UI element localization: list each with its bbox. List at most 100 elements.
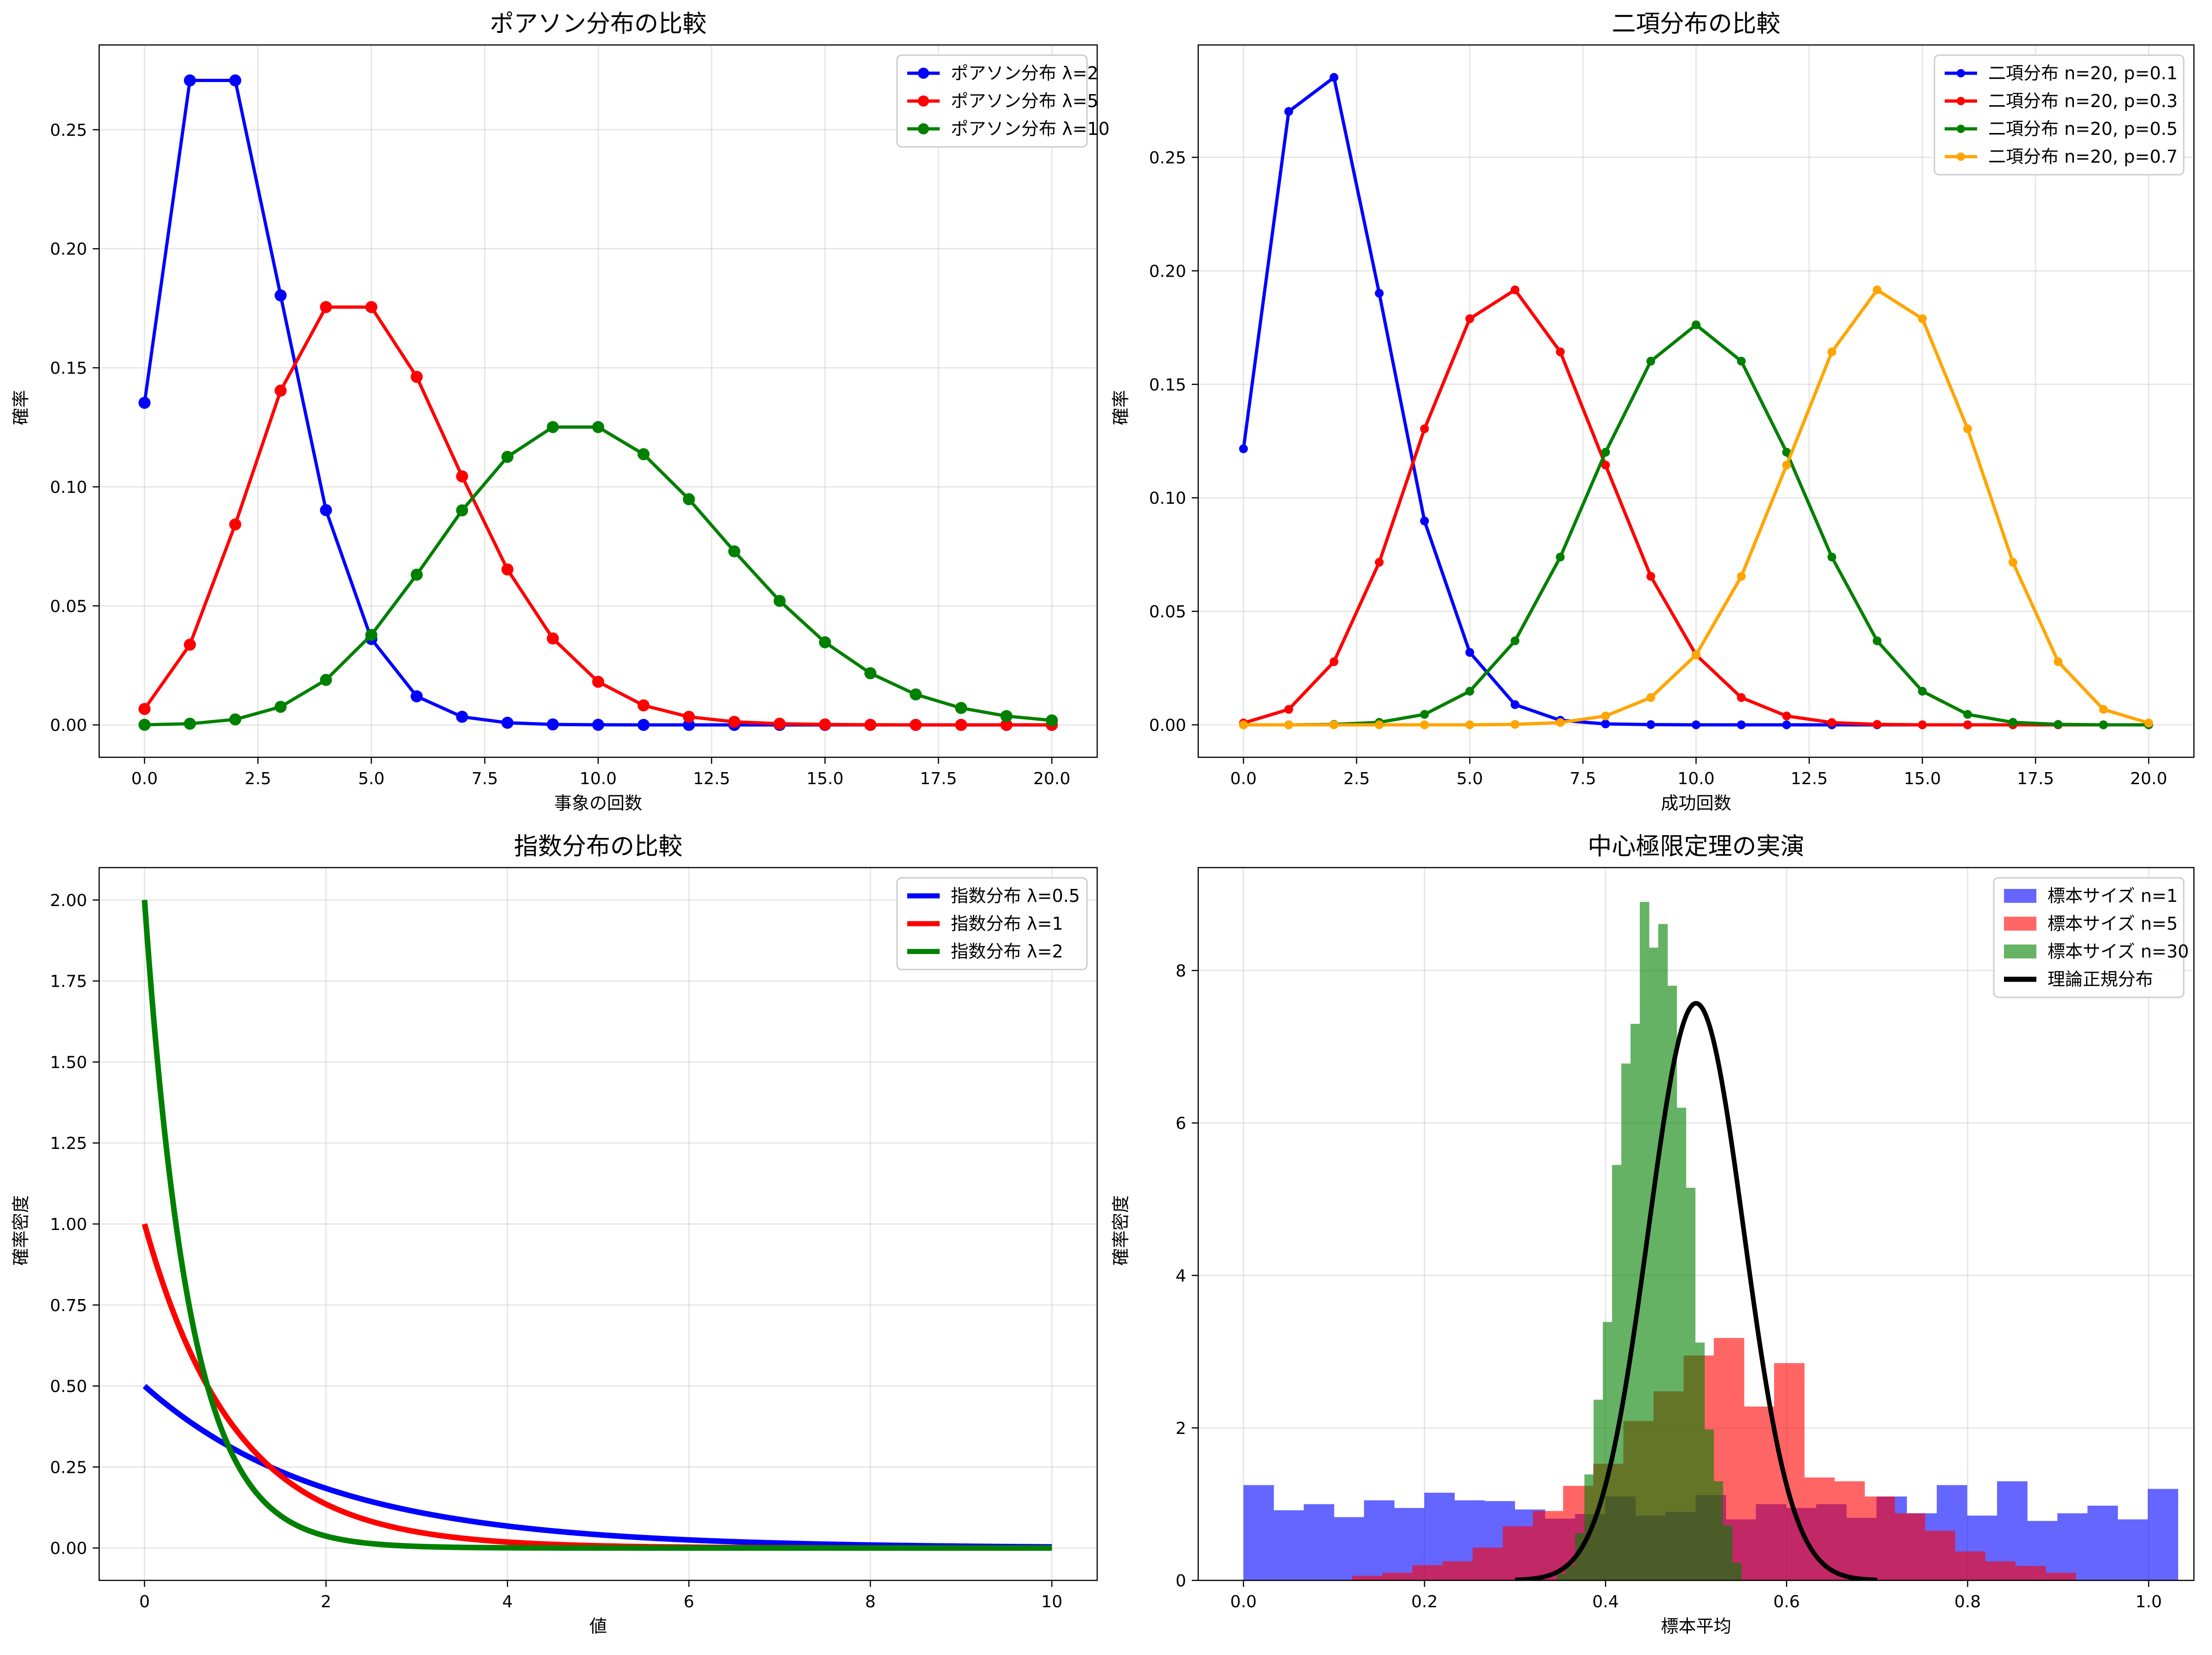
data-point — [1239, 444, 1248, 453]
data-point — [1646, 572, 1656, 581]
y-axis-label: 確率 — [11, 390, 31, 425]
y-tick-label: 0.10 — [1149, 489, 1186, 508]
histogram-bar — [1412, 1565, 1443, 1580]
y-tick-label: 0 — [1176, 1572, 1186, 1591]
data-point — [864, 718, 877, 731]
data-point — [1420, 720, 1429, 729]
data-point — [1601, 719, 1610, 729]
x-tick-label: 7.5 — [1570, 769, 1596, 788]
x-tick-label: 0.4 — [1593, 1592, 1619, 1611]
data-point — [501, 717, 514, 729]
data-point — [547, 421, 559, 433]
x-tick-label: 5.0 — [1456, 769, 1483, 788]
data-point — [274, 384, 287, 397]
data-point — [183, 74, 196, 87]
data-point — [411, 371, 423, 383]
legend-entry-label: 標本サイズ n=1 — [2048, 886, 2178, 906]
y-axis-label: 確率密度 — [11, 1195, 31, 1266]
data-point — [1465, 720, 1474, 729]
x-tick-label: 2.5 — [245, 769, 271, 788]
data-point — [1737, 693, 1746, 702]
data-point — [138, 718, 151, 731]
histogram-bar — [1639, 902, 1650, 1580]
data-point — [411, 568, 423, 581]
data-point — [728, 545, 740, 558]
y-tick-label: 0.50 — [50, 1377, 87, 1396]
x-tick-label: 12.5 — [1791, 769, 1828, 788]
x-tick-label: 6 — [683, 1592, 694, 1611]
histogram-bar — [1864, 1496, 1895, 1580]
histogram-bar — [1895, 1513, 1925, 1580]
y-tick-label: 0.15 — [1149, 375, 1186, 394]
y-tick-label: 2.00 — [50, 891, 87, 910]
data-point — [955, 702, 967, 714]
x-tick-label: 5.0 — [358, 769, 385, 788]
data-point — [1963, 720, 1972, 729]
data-point — [1692, 650, 1700, 659]
data-point — [1918, 686, 1927, 696]
histogram-bar — [1774, 1363, 1805, 1580]
data-point — [1465, 648, 1474, 657]
data-point — [1329, 657, 1339, 666]
legend-entry-label: 標本サイズ n=30 — [2048, 941, 2189, 962]
data-point — [683, 493, 695, 506]
x-axis-label: 標本平均 — [1661, 1616, 1731, 1636]
data-point — [1918, 314, 1927, 323]
histogram-bar — [1686, 1187, 1696, 1580]
data-point — [274, 289, 287, 302]
x-axis-label: 値 — [589, 1616, 607, 1636]
chart-title: 指数分布の比較 — [514, 833, 683, 861]
data-point — [501, 563, 514, 576]
x-tick-label: 0.0 — [1230, 769, 1257, 788]
legend-entry-label: 理論正規分布 — [2048, 969, 2153, 989]
plot-area — [138, 74, 1058, 731]
y-tick-label: 8 — [1176, 962, 1186, 981]
legend-entry-label: 指数分布 λ=0.5 — [951, 886, 1080, 906]
y-tick-label: 0.00 — [50, 1539, 87, 1558]
data-point — [1420, 424, 1429, 433]
histogram-bar — [1593, 1400, 1603, 1580]
y-tick-label: 1.25 — [50, 1134, 87, 1153]
y-tick-label: 1.50 — [50, 1053, 87, 1072]
legend-swatch — [2004, 917, 2036, 931]
histogram-bar — [1667, 985, 1677, 1580]
data-point — [1375, 558, 1384, 567]
data-point — [910, 719, 922, 731]
x-tick-label: 1.0 — [2136, 1592, 2162, 1611]
data-point — [819, 636, 831, 648]
x-tick-label: 10.0 — [1677, 769, 1714, 788]
histogram-bar — [1695, 1342, 1705, 1580]
histogram-bar — [1243, 1485, 1274, 1580]
histogram-bar — [1273, 1510, 1304, 1580]
histogram-bar — [1704, 1429, 1714, 1580]
plot-area — [1239, 73, 2153, 729]
data-point — [229, 74, 241, 87]
data-point — [501, 450, 514, 463]
legend-box — [1934, 54, 2185, 176]
x-tick-label: 4 — [502, 1592, 513, 1611]
gridlines — [99, 45, 1097, 757]
x-tick-label: 8 — [865, 1592, 876, 1611]
x-tick-label: 10 — [1041, 1592, 1062, 1611]
data-point — [1284, 720, 1293, 729]
data-point — [183, 717, 196, 730]
data-point — [1375, 289, 1384, 298]
data-point — [365, 301, 378, 313]
legend-box — [896, 877, 1088, 970]
histogram-bar — [1985, 1561, 2016, 1580]
data-point — [592, 676, 604, 688]
data-point — [274, 701, 287, 713]
data-point — [773, 595, 786, 607]
histogram-bar — [2045, 1573, 2076, 1580]
histogram-bar — [1658, 924, 1668, 1580]
data-point — [819, 718, 831, 731]
y-axis-label: 確率 — [1111, 390, 1131, 425]
data-point — [1872, 285, 1882, 294]
y-tick-label: 0.20 — [50, 240, 87, 259]
histogram-bar — [1556, 1573, 1567, 1580]
data-point — [1918, 720, 1927, 729]
legend-marker — [918, 95, 929, 107]
legend: ポアソン分布 λ=2 ポアソン分布 λ=5 ポアソン分布 λ=10 — [896, 54, 1110, 148]
y-tick-label: 1.00 — [50, 1215, 87, 1234]
